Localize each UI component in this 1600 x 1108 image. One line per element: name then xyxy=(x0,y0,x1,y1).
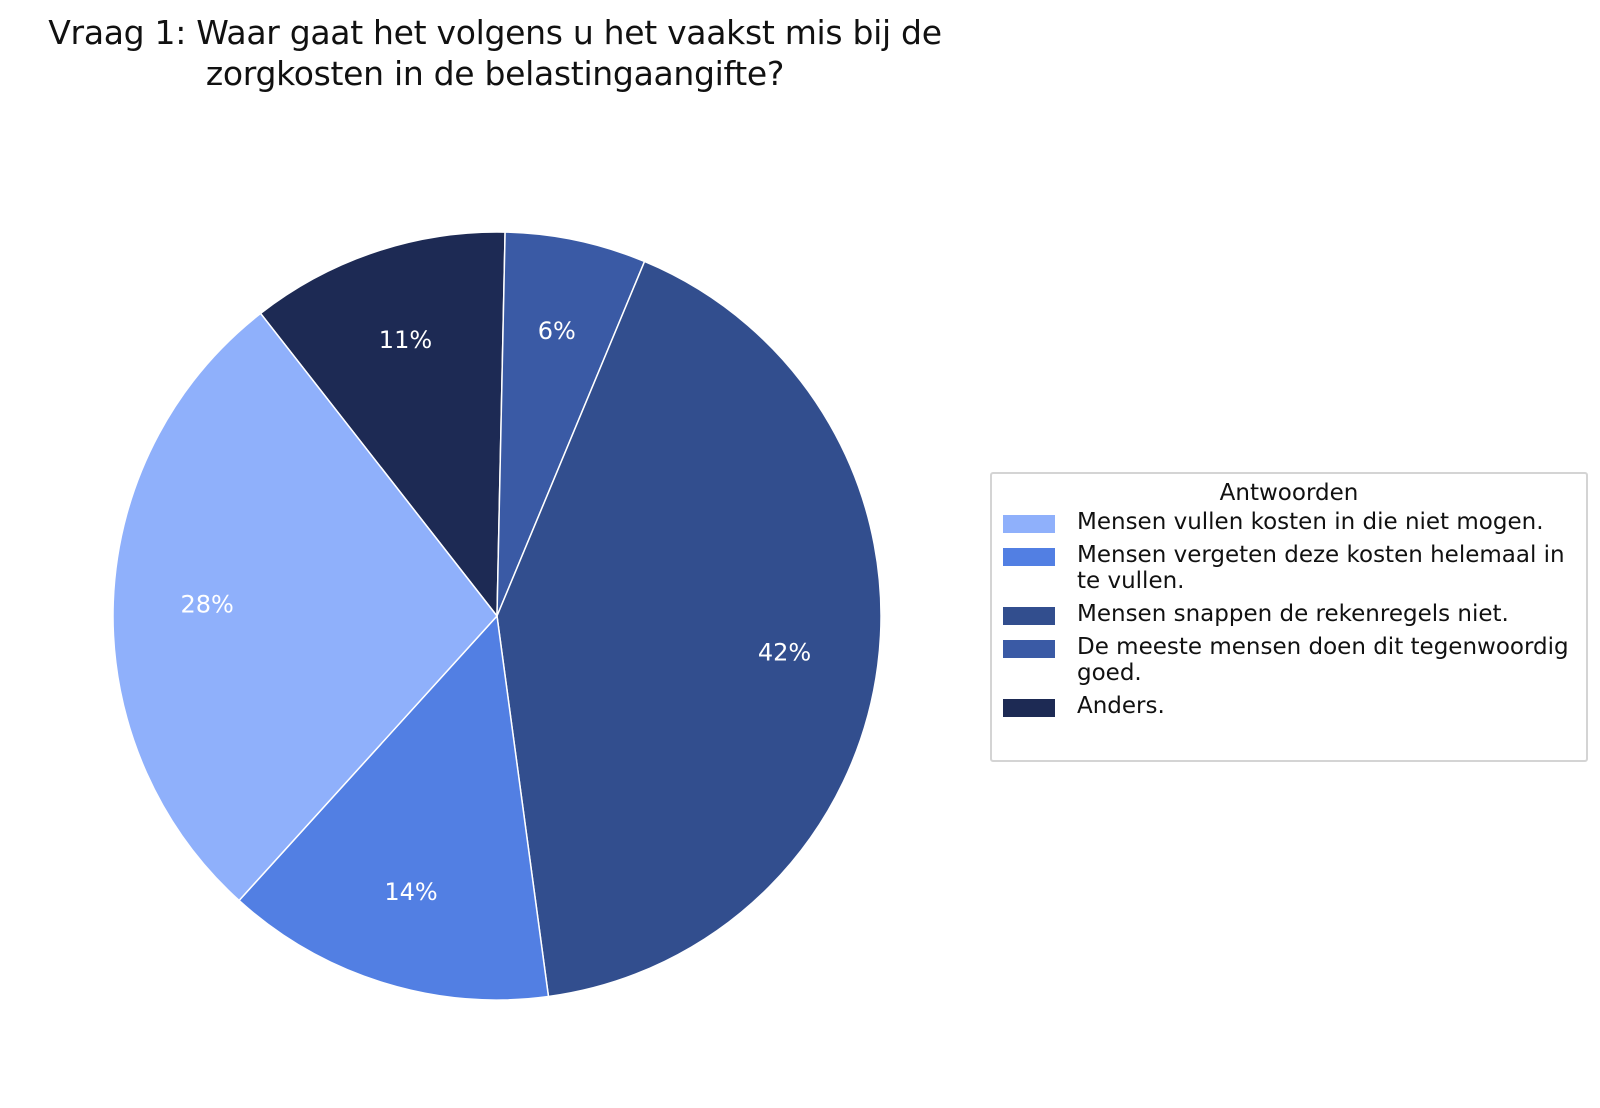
legend: Antwoorden Mensen vullen kosten in die n… xyxy=(990,472,1588,762)
legend-swatch xyxy=(1003,640,1055,658)
legend-label: Mensen vullen kosten in die niet mogen. xyxy=(1077,509,1544,535)
legend-item-rekenregels: Mensen snappen de rekenregels niet. xyxy=(992,601,1586,627)
pie-slice xyxy=(496,260,882,998)
pie-slice xyxy=(238,614,550,1001)
slice-percent-label: 14% xyxy=(384,878,437,906)
slice-percent-label: 6% xyxy=(538,317,576,345)
legend-swatch xyxy=(1003,699,1055,717)
chart-title: Vraag 1: Waar gaat het volgens u het vaa… xyxy=(40,12,950,94)
pie-slice xyxy=(496,231,646,617)
legend-item-kosten-niet-mogen: Mensen vullen kosten in die niet mogen. xyxy=(992,509,1586,535)
slice-percent-label: 28% xyxy=(181,590,234,618)
pie-slice xyxy=(259,231,506,619)
legend-swatch xyxy=(1003,607,1055,625)
legend-title: Antwoorden xyxy=(1219,480,1359,506)
legend-item-goed: De meeste mensen doen dit tegenwoordig g… xyxy=(992,634,1586,686)
legend-label: Mensen vergeten deze kosten helemaal in … xyxy=(1077,542,1565,594)
legend-label: De meeste mensen doen dit tegenwoordig g… xyxy=(1077,634,1569,686)
legend-item-anders: Anders. xyxy=(992,693,1586,719)
chart-title-line-2: zorgkosten in de belastingaangifte? xyxy=(205,54,785,93)
legend-swatch xyxy=(1003,515,1055,533)
legend-item-vergeten: Mensen vergeten deze kosten helemaal in … xyxy=(992,542,1586,594)
slice-percent-label: 11% xyxy=(379,326,432,354)
chart-title-line-1: Vraag 1: Waar gaat het volgens u het vaa… xyxy=(48,13,942,52)
slice-percent-label: 42% xyxy=(758,639,811,667)
legend-label: Anders. xyxy=(1077,693,1165,719)
legend-label: Mensen snappen de rekenregels niet. xyxy=(1077,601,1509,627)
pie-slice xyxy=(112,312,498,902)
legend-swatch xyxy=(1003,548,1055,566)
